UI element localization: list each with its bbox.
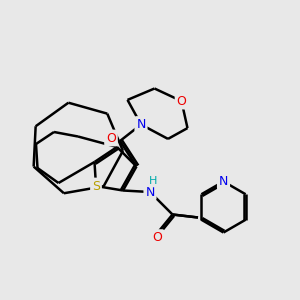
- Text: O: O: [106, 131, 116, 145]
- Text: O: O: [177, 94, 186, 108]
- Text: H: H: [149, 176, 157, 186]
- Text: O: O: [153, 231, 162, 244]
- Text: N: N: [145, 185, 155, 199]
- Text: N: N: [219, 175, 228, 188]
- Text: N: N: [136, 118, 146, 131]
- Text: S: S: [92, 179, 100, 193]
